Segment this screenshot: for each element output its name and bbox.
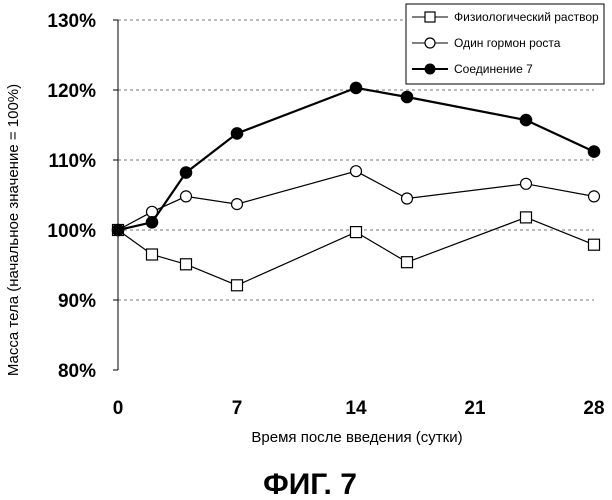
y-tick-label-110: 110% [48,151,96,172]
legend-marker-0 [425,12,435,22]
data-point-s2-x14 [350,82,362,94]
y-tick-label-130: 130% [47,11,96,32]
y-tick-label-100: 100% [47,221,96,242]
data-point-s2-x4 [180,167,192,179]
x-tick-label-0: 0 [113,398,124,419]
body-mass-line-chart: 80% 90% 100% 110% 120% 130% 0 7 14 21 28 Физиологи… [0,0,612,500]
legend-marker-2 [425,64,435,74]
y-tick-label-90: 90% [58,291,96,312]
data-point-s2-x28 [588,146,600,158]
data-point-s1-x4 [181,191,192,202]
data-point-s0-x24 [521,212,532,223]
data-point-s0-x4 [181,259,192,270]
data-point-s2-x2 [146,217,158,229]
legend: Физиологический раствор Один гормон роста… [406,4,604,84]
data-point-s1-x17 [402,193,413,204]
data-point-s2-x0 [112,224,124,236]
data-point-s1-x14 [351,166,362,177]
data-point-s1-x24 [521,178,532,189]
x-tick-label-14: 14 [345,398,367,419]
legend-label-1: Один гормон роста [454,36,561,50]
x-axis-label: Время после введения (сутки) [251,429,462,446]
legend-marker-1 [425,38,435,48]
series-line-2 [118,88,594,230]
data-point-s2-x17 [401,91,413,103]
data-point-s0-x28 [589,239,600,250]
figure-caption: ФИГ. 7 [263,468,357,500]
x-tick-label-28: 28 [583,398,604,419]
x-tick-label-21: 21 [464,398,486,419]
x-tick-label-7: 7 [232,398,243,419]
legend-label-2: Соединение 7 [454,62,533,76]
data-point-s0-x7 [232,280,243,291]
data-point-s1-x7 [232,199,243,210]
data-point-s2-x7 [231,128,243,140]
data-point-s0-x2 [147,249,158,260]
data-point-s1-x28 [589,191,600,202]
legend-label-0: Физиологический раствор [454,10,599,24]
series-layer [112,82,600,291]
data-point-s0-x17 [402,257,413,268]
data-point-s2-x24 [520,114,532,126]
y-tick-label-120: 120% [47,81,96,102]
y-axis-label: Масса тела (начальное значение = 100%) [5,84,22,376]
data-point-s0-x14 [351,227,362,238]
y-tick-label-80: 80% [58,361,96,382]
